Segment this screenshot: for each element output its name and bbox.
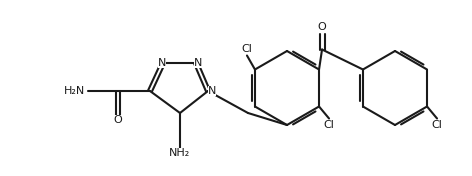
Text: NH₂: NH₂ <box>169 148 191 158</box>
Text: N: N <box>158 58 166 68</box>
Text: Cl: Cl <box>324 121 335 130</box>
Text: O: O <box>318 23 327 33</box>
Text: N: N <box>194 58 202 68</box>
Text: O: O <box>114 115 122 125</box>
Text: Cl: Cl <box>242 43 253 54</box>
Text: N: N <box>208 86 216 96</box>
Text: H₂N: H₂N <box>64 86 85 96</box>
Text: Cl: Cl <box>431 121 442 130</box>
